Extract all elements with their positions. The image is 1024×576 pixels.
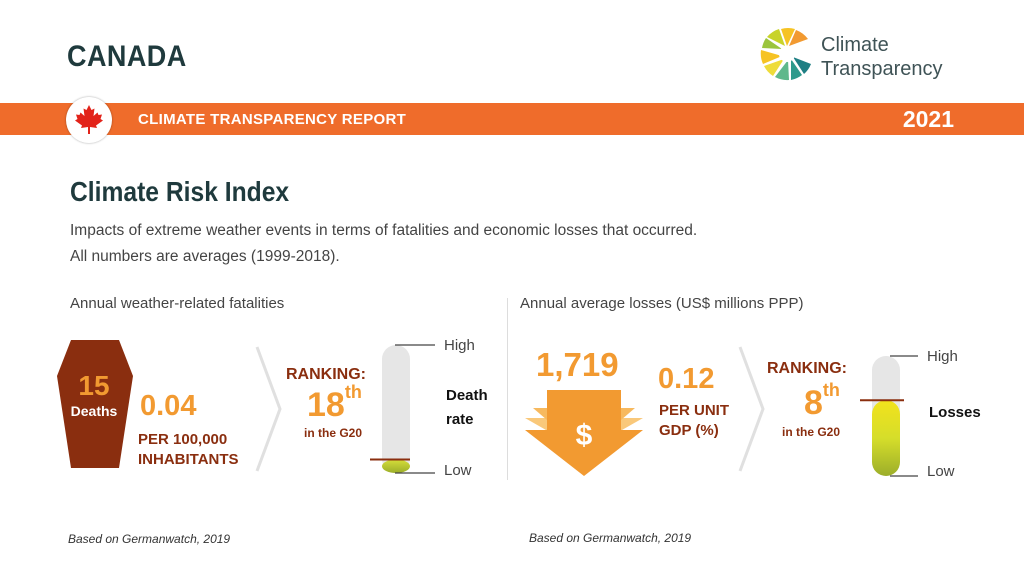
losses-ranking-suffix: th <box>822 380 840 400</box>
section-title: Climate Risk Index <box>70 176 290 207</box>
fatalities-ranking-scope: in the G20 <box>304 426 363 440</box>
losses-scale-low: Low <box>927 463 955 480</box>
losses-metric: Losses <box>929 404 981 421</box>
fatalities-metric-line1: Death <box>446 387 488 404</box>
thermometer-track <box>382 345 410 473</box>
country-title: CANADA <box>67 40 187 73</box>
fatalities-ranking-suffix: th <box>344 382 362 402</box>
coffin-icon <box>57 340 133 468</box>
logo-text: Climate Transparency <box>821 33 943 81</box>
panel-divider <box>507 298 508 480</box>
losses-gdp-value: 0.12 <box>658 363 715 395</box>
death-rate-value: 0.04 <box>140 390 197 422</box>
losses-ranking-value: 8th <box>804 380 840 423</box>
section-desc-line2: All numbers are averages (1999-2018). <box>70 248 340 265</box>
thermometer-fill <box>872 400 900 476</box>
death-rate-thermometer <box>370 344 435 474</box>
losses-source: Based on Germanwatch, 2019 <box>529 531 692 545</box>
fatalities-ranking-value: 18th <box>307 382 362 425</box>
deaths-value: 15 <box>78 370 110 401</box>
chevron-right-icon <box>738 346 765 472</box>
death-rate-unit-line2: INHABITANTS <box>138 451 239 468</box>
section-desc-line1: Impacts of extreme weather events in ter… <box>70 222 698 239</box>
losses-gdp-unit-line2: GDP (%) <box>659 422 719 439</box>
losses-ranking-number: 8 <box>804 384 823 422</box>
report-band <box>0 103 1024 135</box>
death-rate-unit-line1: PER 100,000 <box>138 431 228 448</box>
losses-value: 1,719 <box>536 346 619 383</box>
logo-text-line1: Climate <box>821 34 889 56</box>
fatalities-ranking-label: RANKING: <box>286 366 366 383</box>
report-title: CLIMATE TRANSPARENCY REPORT <box>138 111 407 128</box>
deaths-unit: Deaths <box>70 403 118 419</box>
losses-scale-high: High <box>927 348 958 365</box>
logo-text-line2: Transparency <box>821 58 943 80</box>
fatalities-scale-high: High <box>444 337 475 354</box>
money-down-arrow-icon: $ <box>525 390 643 476</box>
losses-ranking-scope: in the G20 <box>782 425 841 439</box>
losses-thermometer <box>860 355 918 477</box>
death-rate-unit: PER 100,000 INHABITANTS <box>138 430 239 470</box>
thermometer-fill <box>382 459 410 473</box>
fatalities-ranking-number: 18 <box>307 386 345 424</box>
fatalities-metric-line2: rate <box>446 411 474 428</box>
losses-gdp-unit: PER UNIT GDP (%) <box>659 401 729 441</box>
fatalities-metric: Death rate <box>446 384 488 432</box>
fatalities-source: Based on Germanwatch, 2019 <box>68 532 231 546</box>
report-year: 2021 <box>902 106 954 132</box>
dollar-sign: $ <box>576 419 593 452</box>
flag-badge <box>66 97 112 143</box>
losses-panel-label: Annual average losses (US$ millions PPP) <box>520 295 804 312</box>
section-description: Impacts of extreme weather events in ter… <box>70 218 830 270</box>
fatalities-panel-label: Annual weather-related fatalities <box>70 295 285 312</box>
climate-transparency-logo-icon <box>760 28 811 81</box>
losses-gdp-unit-line1: PER UNIT <box>659 402 730 419</box>
losses-ranking-label: RANKING: <box>767 360 847 377</box>
chevron-right-icon <box>255 346 282 472</box>
canada-maple-leaf-icon <box>75 105 103 134</box>
fatalities-scale-low: Low <box>444 462 472 479</box>
